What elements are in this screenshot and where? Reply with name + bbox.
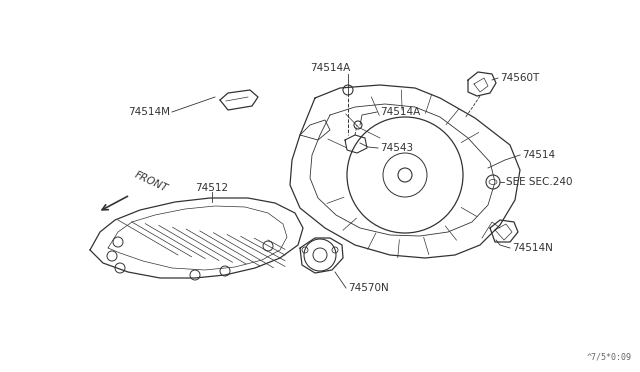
Text: 74514N: 74514N	[512, 243, 553, 253]
Circle shape	[398, 168, 412, 182]
Text: 74514A: 74514A	[380, 107, 420, 117]
Text: 74514A: 74514A	[310, 63, 350, 73]
Text: 74514: 74514	[522, 150, 555, 160]
Text: 74514M: 74514M	[128, 107, 170, 117]
Text: 74512: 74512	[195, 183, 228, 193]
Text: 74570N: 74570N	[348, 283, 388, 293]
Text: 74560T: 74560T	[500, 73, 540, 83]
Text: ^7/5*0:09: ^7/5*0:09	[587, 353, 632, 362]
Text: FRONT: FRONT	[133, 170, 170, 194]
Text: SEE SEC.240: SEE SEC.240	[506, 177, 573, 187]
Text: 74543: 74543	[380, 143, 413, 153]
